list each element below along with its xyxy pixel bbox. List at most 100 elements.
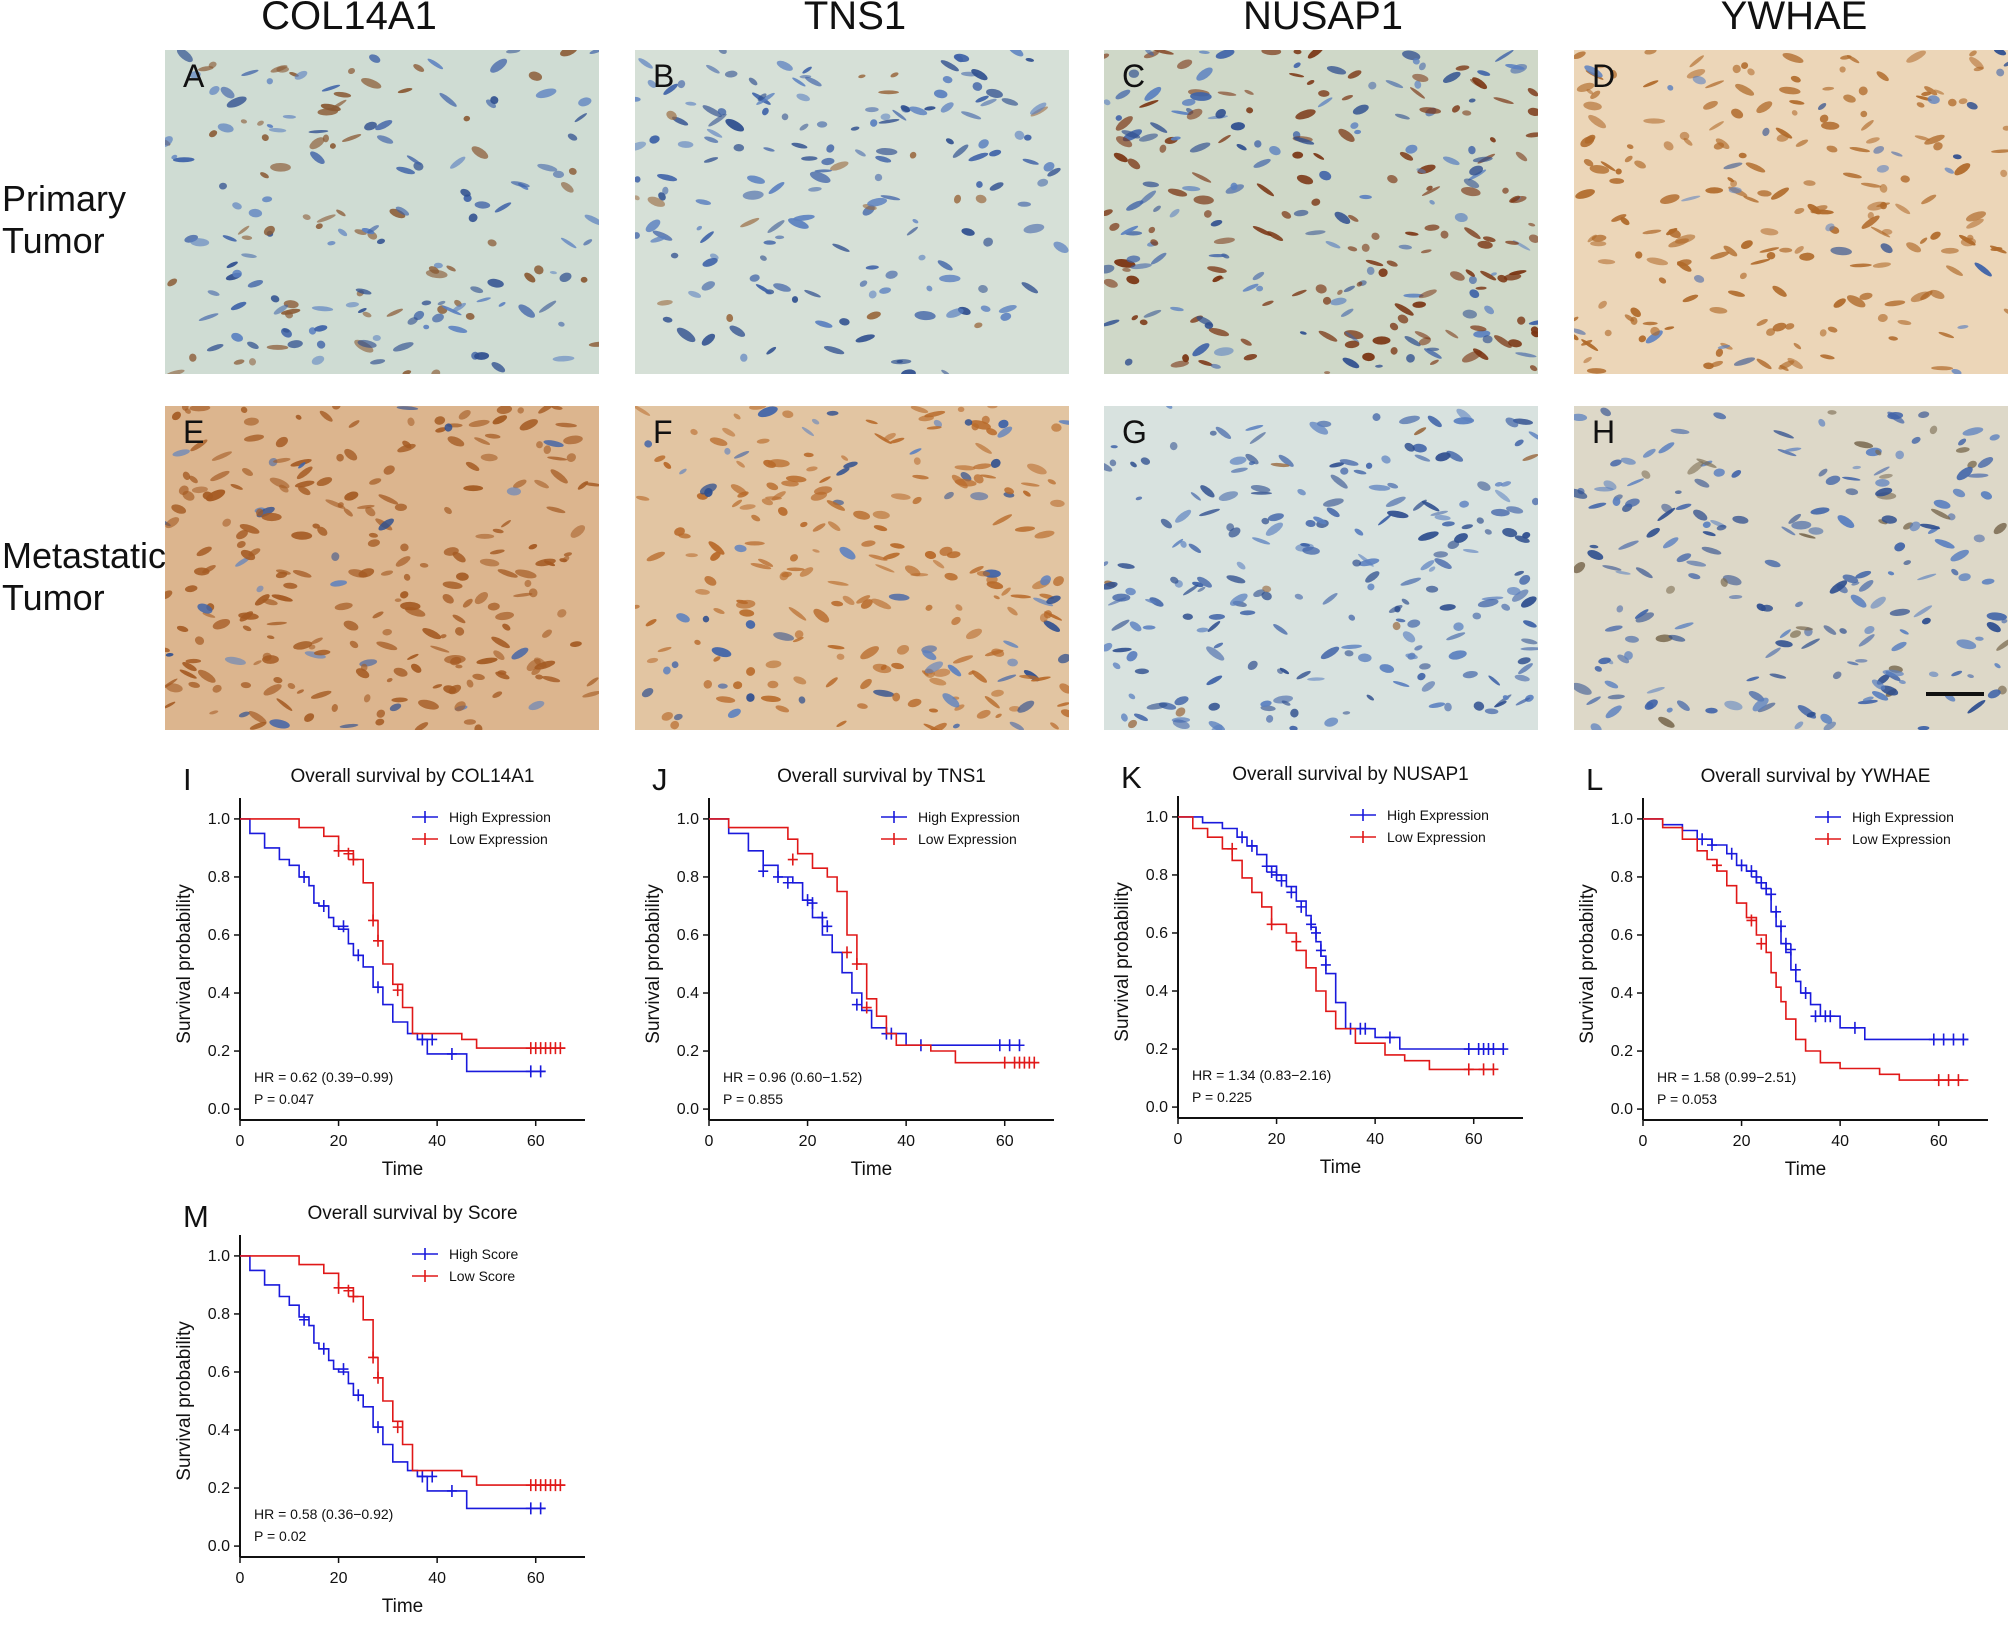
nucleus xyxy=(855,334,875,343)
nucleus xyxy=(1624,314,1635,322)
nucleus xyxy=(717,108,727,116)
nucleus xyxy=(1891,641,1907,652)
nucleus xyxy=(1701,546,1722,555)
nucleus xyxy=(1262,300,1274,306)
nucleus xyxy=(1407,619,1421,628)
nucleus xyxy=(823,345,845,355)
nucleus xyxy=(1655,634,1673,643)
nucleus xyxy=(1509,195,1521,203)
panel-letter: M xyxy=(183,1199,209,1234)
nucleus xyxy=(953,194,962,204)
nucleus xyxy=(1468,169,1487,181)
survival-curve xyxy=(709,818,1040,1064)
nucleus xyxy=(1104,642,1113,652)
nucleus xyxy=(1115,115,1122,121)
nucleus xyxy=(271,594,293,602)
nucleus xyxy=(1477,70,1491,76)
nucleus xyxy=(802,66,812,74)
nucleus xyxy=(1952,488,1966,498)
nucleus xyxy=(1482,335,1493,344)
nucleus xyxy=(1426,185,1433,191)
censor-mark xyxy=(1756,876,1767,889)
nucleus xyxy=(462,598,473,608)
nucleus xyxy=(1728,290,1745,297)
nucleus xyxy=(788,218,809,229)
nucleus xyxy=(1931,508,1951,520)
nucleus xyxy=(710,551,721,561)
nucleus xyxy=(263,684,282,696)
nucleus xyxy=(535,88,557,99)
nucleus xyxy=(1033,597,1054,607)
nucleus xyxy=(980,305,991,312)
nucleus xyxy=(1254,140,1262,148)
nucleus xyxy=(1007,606,1018,616)
nucleus xyxy=(1858,634,1875,647)
nucleus xyxy=(538,406,556,414)
nucleus xyxy=(1126,651,1138,662)
nucleus xyxy=(1948,98,1957,107)
nucleus xyxy=(1944,167,1955,174)
nucleus xyxy=(538,300,557,313)
nucleus xyxy=(1969,50,1977,57)
nucleus xyxy=(325,499,346,509)
nucleus xyxy=(940,60,959,72)
nucleus xyxy=(1635,251,1643,259)
nucleus xyxy=(1756,319,1768,326)
nucleus xyxy=(276,66,289,73)
nucleus xyxy=(757,406,778,418)
nucleus xyxy=(830,161,849,171)
nucleus xyxy=(758,558,774,567)
nucleus xyxy=(1876,165,1889,173)
nucleus xyxy=(1993,522,2007,535)
nucleus xyxy=(1607,694,1625,700)
nucleus xyxy=(1987,689,2001,699)
y-tick-label: 0.0 xyxy=(208,1101,230,1118)
nucleus xyxy=(1996,638,2008,651)
legend-label: High Expression xyxy=(918,809,1020,825)
legend-swatch xyxy=(412,833,438,845)
nucleus xyxy=(1713,412,1727,420)
nucleus xyxy=(226,96,247,108)
censor-mark xyxy=(392,1421,403,1434)
nucleus xyxy=(813,608,830,623)
nucleus xyxy=(167,278,178,287)
nucleus xyxy=(235,556,251,567)
censor-mark xyxy=(1227,842,1238,855)
nucleus xyxy=(1757,190,1772,197)
nucleus xyxy=(1291,289,1307,297)
nucleus xyxy=(885,270,898,279)
censor-mark xyxy=(1766,888,1777,901)
nucleus xyxy=(1855,659,1868,663)
nucleus xyxy=(890,493,911,500)
censor-mark xyxy=(1948,1033,1959,1046)
nucleus xyxy=(262,196,273,203)
nucleus xyxy=(1428,702,1446,708)
nucleus xyxy=(1668,634,1686,642)
nucleus xyxy=(1795,626,1814,631)
y-tick-label: 0.6 xyxy=(1146,925,1168,942)
nucleus xyxy=(1586,368,1607,374)
nucleus xyxy=(1139,319,1148,326)
micrograph-image xyxy=(1104,406,1538,730)
nucleus xyxy=(493,650,505,661)
nucleus xyxy=(702,257,718,267)
nucleus xyxy=(176,625,189,632)
nucleus xyxy=(304,713,315,722)
censor-mark xyxy=(348,1290,359,1303)
nucleus xyxy=(873,689,895,697)
nucleus xyxy=(1820,713,1833,724)
nucleus xyxy=(1368,484,1391,491)
nucleus xyxy=(1505,417,1519,428)
nucleus xyxy=(924,410,946,418)
y-tick-label: 1.0 xyxy=(1146,809,1168,826)
nucleus xyxy=(491,636,510,649)
nucleus xyxy=(1493,97,1514,104)
nucleus xyxy=(971,423,979,431)
nucleus xyxy=(1325,241,1341,249)
nucleus xyxy=(487,602,500,611)
nucleus xyxy=(372,611,384,619)
nucleus xyxy=(1583,158,1594,167)
nucleus xyxy=(756,92,775,105)
nucleus xyxy=(194,567,210,576)
nucleus xyxy=(1686,560,1707,567)
